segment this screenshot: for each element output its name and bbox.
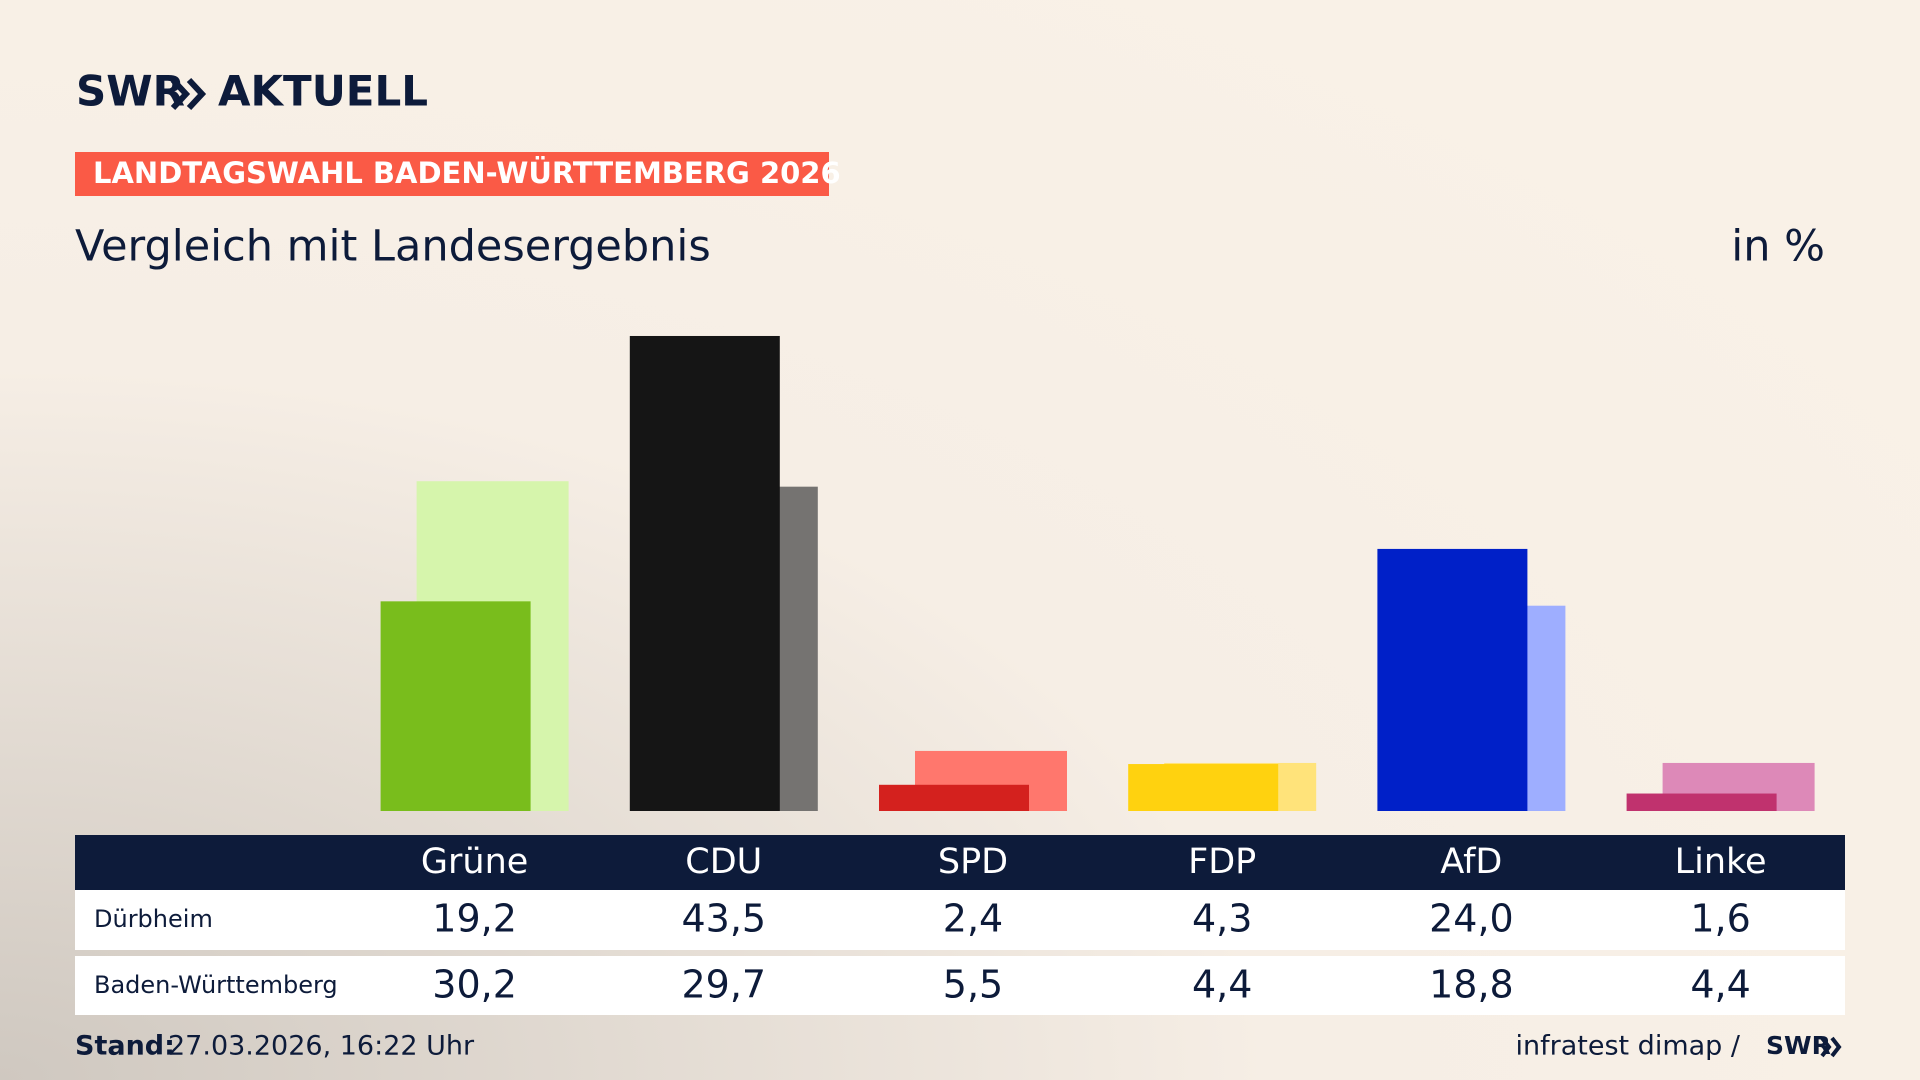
footer-chevrons <box>1820 1036 1842 1058</box>
value-label: 30,2 <box>432 963 517 1007</box>
row-label: Dürbheim <box>94 905 213 933</box>
value-label: 4,3 <box>1192 897 1252 941</box>
footer-logo: SWR <box>1766 1031 1831 1060</box>
value-label: 29,7 <box>681 963 766 1007</box>
bar <box>1377 548 1528 811</box>
logo-product: AKTUELL <box>218 67 428 116</box>
kicker-box <box>75 152 829 196</box>
kicker: LANDTAGSWAHL BADEN-WÜRTTEMBERG 2026 <box>93 156 841 190</box>
column-header: CDU <box>685 842 762 882</box>
bar <box>879 784 1029 811</box>
column-header: AfD <box>1440 842 1502 882</box>
logo: SWR <box>76 67 185 116</box>
value-label: 18,8 <box>1429 963 1514 1007</box>
bar <box>1128 764 1279 811</box>
column-header: FDP <box>1188 842 1256 882</box>
bar <box>380 601 531 811</box>
table-row <box>75 956 1845 1015</box>
table-header <box>75 835 1845 890</box>
value-label: 2,4 <box>943 897 1003 941</box>
column-header: Grüne <box>421 842 528 882</box>
value-label: 1,6 <box>1690 897 1750 941</box>
bar <box>629 335 780 811</box>
row-label: Baden-Württemberg <box>94 971 338 999</box>
unit: in % <box>1731 222 1825 272</box>
value-label: 4,4 <box>1690 963 1750 1007</box>
value-label: 24,0 <box>1429 897 1514 941</box>
column-header: SPD <box>938 842 1008 882</box>
footer-source: infratest dimap / <box>1515 1031 1740 1062</box>
chart-title: Vergleich mit Landesergebnis <box>75 222 711 272</box>
column-header: Linke <box>1675 842 1767 882</box>
value-label: 5,5 <box>943 963 1003 1007</box>
footer-date: 27.03.2026, 16:22 Uhr <box>168 1031 475 1062</box>
bar <box>1626 793 1777 811</box>
value-label: 43,5 <box>681 897 766 941</box>
logo-chevrons <box>170 77 207 111</box>
value-label: 19,2 <box>432 897 517 941</box>
footer-label: Stand: <box>75 1031 175 1062</box>
value-label: 4,4 <box>1192 963 1252 1007</box>
table-row <box>75 890 1845 950</box>
